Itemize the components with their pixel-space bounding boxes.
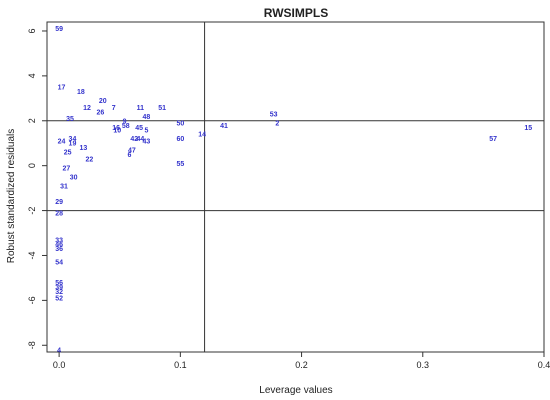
data-point-27: 27 bbox=[62, 165, 70, 172]
data-point-11: 11 bbox=[137, 105, 145, 112]
y-tick-label: 4 bbox=[27, 73, 37, 78]
x-axis-label: Leverage values bbox=[259, 385, 332, 396]
chart-title: RWSIMPLS bbox=[264, 6, 328, 20]
plot-frame bbox=[46, 21, 545, 353]
data-point-43: 43 bbox=[143, 138, 151, 145]
data-point-29: 29 bbox=[55, 199, 63, 206]
data-point-58: 58 bbox=[122, 123, 130, 130]
data-point-44: 44 bbox=[136, 136, 144, 143]
data-point-20: 20 bbox=[99, 98, 107, 105]
data-point-52: 52 bbox=[55, 296, 63, 303]
data-point-12: 12 bbox=[83, 105, 91, 112]
y-axis-label: Robust standardized residuals bbox=[6, 129, 17, 264]
data-point-34: 34 bbox=[69, 136, 77, 143]
data-point-6: 6 bbox=[127, 152, 131, 159]
y-tick-label: 2 bbox=[27, 118, 37, 123]
data-point-48: 48 bbox=[143, 114, 151, 121]
y-tick-label: -4 bbox=[27, 251, 37, 259]
data-point-31: 31 bbox=[60, 183, 68, 190]
data-point-56: 56 bbox=[55, 280, 63, 287]
data-point-10: 10 bbox=[113, 127, 121, 134]
x-tick-label: 0.3 bbox=[417, 360, 430, 370]
data-point-36: 36 bbox=[55, 246, 63, 253]
data-point-35: 35 bbox=[66, 116, 74, 123]
data-point-16: 16 bbox=[112, 125, 120, 132]
data-point-22: 22 bbox=[86, 156, 94, 163]
data-point-26: 26 bbox=[96, 109, 104, 116]
data-point-15: 15 bbox=[524, 125, 532, 132]
data-point-51: 51 bbox=[158, 105, 166, 112]
cutoff-lines bbox=[47, 22, 544, 352]
data-point-50: 50 bbox=[176, 121, 184, 128]
data-point-45: 45 bbox=[135, 125, 143, 132]
data-point-30: 30 bbox=[70, 174, 78, 181]
data-point-25: 25 bbox=[64, 150, 72, 157]
data-point-55: 55 bbox=[176, 161, 184, 168]
data-point-59: 59 bbox=[55, 26, 63, 33]
x-tick-label: 0.1 bbox=[174, 360, 187, 370]
data-point-17: 17 bbox=[58, 85, 66, 92]
data-point-13: 13 bbox=[79, 145, 87, 152]
data-point-24: 24 bbox=[58, 138, 66, 145]
data-point-9: 9 bbox=[123, 118, 127, 125]
data-point-4: 4 bbox=[57, 347, 61, 354]
x-tick-label: 0.0 bbox=[53, 360, 66, 370]
data-point-60: 60 bbox=[176, 136, 184, 143]
x-tick-label: 0.2 bbox=[295, 360, 308, 370]
x-axis: 0.0 0.1 0.2 0.3 0.4 bbox=[53, 352, 550, 370]
data-point-42: 42 bbox=[130, 136, 138, 143]
data-point-5: 5 bbox=[144, 127, 148, 134]
data-point-41: 41 bbox=[220, 123, 228, 130]
data-point-14: 14 bbox=[198, 132, 206, 139]
data-point-19: 19 bbox=[69, 141, 77, 148]
data-point-46: 46 bbox=[55, 242, 63, 249]
y-tick-label: -2 bbox=[27, 207, 37, 215]
y-tick-label: 0 bbox=[27, 163, 37, 168]
x-tick-label: 0.4 bbox=[538, 360, 550, 370]
data-point-54: 54 bbox=[55, 260, 63, 267]
data-point-28: 28 bbox=[55, 210, 63, 217]
data-point-57: 57 bbox=[489, 136, 497, 143]
data-point-47: 47 bbox=[128, 147, 136, 154]
y-tick-label: 6 bbox=[27, 28, 37, 33]
y-tick-label: -8 bbox=[27, 341, 37, 349]
data-point-18: 18 bbox=[77, 89, 85, 96]
data-point-33: 33 bbox=[55, 237, 63, 244]
data-point-53: 53 bbox=[270, 112, 278, 119]
data-point-32: 32 bbox=[55, 289, 63, 296]
y-tick-label: -6 bbox=[27, 296, 37, 304]
data-point-39: 39 bbox=[55, 284, 63, 291]
data-point-2: 2 bbox=[275, 121, 279, 128]
y-axis: -8 -6 -4 -2 0 2 4 6 bbox=[27, 28, 47, 349]
data-point-7: 7 bbox=[112, 105, 116, 112]
